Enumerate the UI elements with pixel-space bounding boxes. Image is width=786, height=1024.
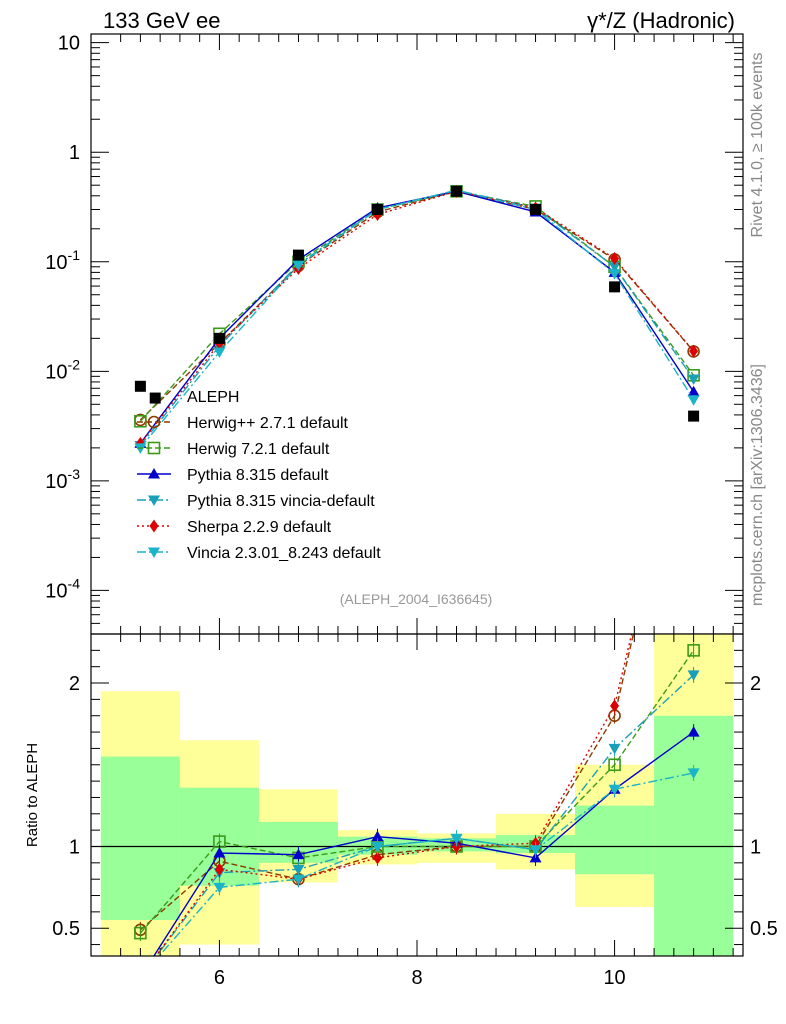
ratio-point-vincia-2-3-01-8-243-default (371, 841, 384, 853)
header-right: γ*/Z (Hadronic) (587, 8, 735, 33)
main-y-tick-label: 10-3 (45, 466, 80, 493)
main-y-tick-label: 10 (58, 33, 80, 55)
ratio-point-pythia-8-315-default (213, 847, 226, 858)
uncertainty-band-inner (100, 756, 180, 921)
main-y-tick-label: 10-4 (45, 575, 80, 602)
ratio-line-herwig-7-2-1-default (139, 649, 695, 934)
ratio-y-tick-label-right: 2 (750, 673, 761, 695)
ratio-point-vincia-2-3-01-8-243-default (450, 833, 463, 845)
x-tick-label: 8 (411, 967, 422, 989)
header-left: 133 GeV ee (103, 8, 220, 33)
ratio-line-sherpa-2-2-9-default (155, 634, 633, 956)
main-line-herwig-7-2-1-default (139, 190, 695, 422)
main-point-pythia-8-315-vincia-default (687, 374, 700, 386)
ratio-point-pythia-8-315-vincia-default (134, 973, 146, 984)
main-line-herwig-2-7-1-default (139, 190, 695, 421)
ratio-y-tick-label: 1 (69, 836, 80, 858)
legend-marker-pythia-8-315-default (148, 468, 160, 479)
ratio-point-herwig-7-2-1-default (134, 926, 147, 940)
main-y-tick-label: 1 (69, 142, 80, 164)
ratio-point-vincia-2-3-01-8-243-default (529, 845, 542, 856)
legend-label-sherpa-2-2-9-default: Sherpa 2.2.9 default (187, 519, 332, 536)
ratio-point-sherpa-2-2-9-default (136, 971, 145, 984)
main-panel: 10 1 10-1 10-2 10-3 10-4 (ALEPH_2004_I636645)… (45, 33, 744, 635)
legend-marker-vincia-2-3-01-8-243-default (148, 547, 160, 558)
ratio-y-tick-label-right: 1 (750, 836, 761, 858)
ratio-point-vincia-2-3-01-8-243-default (687, 768, 700, 779)
watermark: (ALEPH_2004_I636645) (340, 591, 493, 607)
uncertainty-band-inner (575, 805, 655, 875)
main-line-pythia-8-315-vincia-default (139, 189, 695, 446)
ratio-point-vincia-2-3-01-8-243-default (608, 784, 621, 796)
ratio-point-pythia-8-315-vincia-default (608, 743, 621, 755)
main-point-herwig-7-2-1-default (134, 414, 147, 428)
data-point-aleph (530, 204, 542, 216)
ratio-line-pythia-8-315-vincia-default (155, 674, 695, 956)
ratio-point-vincia-2-3-01-8-243-default (134, 973, 146, 984)
ratio-point-pythia-8-315-vincia-default (292, 864, 305, 876)
legend-marker-herwig-2-7-1-default (147, 415, 161, 429)
ratio-point-sherpa-2-2-9-default (214, 862, 224, 876)
ratio-point-sherpa-2-2-9-default (610, 699, 620, 713)
x-tick-label: 6 (214, 967, 225, 989)
main-point-vincia-2-3-01-8-243-default (213, 347, 226, 359)
main-y-tick-label: 10-1 (45, 247, 80, 274)
ratio-panel: 0.5 0.5 1 1 2 2 6 8 10 Ratio to ALEPH (24, 34, 778, 989)
ratio-point-pythia-8-315-default (134, 971, 146, 982)
main-line-vincia-2-3-01-8-243-default (139, 189, 695, 449)
main-point-sherpa-2-2-9-default (689, 344, 699, 358)
ratio-line-pythia-8-315-default (153, 731, 695, 956)
ratio-point-sherpa-2-2-9-default (372, 851, 382, 865)
x-tick-label: 10 (603, 967, 625, 989)
main-point-vincia-2-3-01-8-243-default (687, 395, 700, 406)
ratio-point-herwig-7-2-1-default (608, 758, 621, 772)
ratio-point-pythia-8-315-default (371, 830, 384, 842)
ratio-y-tick-label: 2 (69, 673, 80, 695)
main-point-vincia-2-3-01-8-243-default (608, 269, 621, 280)
ratio-line-herwig-2-7-1-default (139, 634, 635, 931)
data-point-aleph (134, 380, 146, 392)
legend: ALEPH Herwig++ 2.7.1 default Herwig 7.2.1 … (137, 389, 381, 562)
data-point-aleph (213, 332, 225, 344)
main-frame (90, 33, 744, 635)
legend-label-aleph: ALEPH (187, 389, 239, 406)
legend-label-vincia-2-3-01-8-243-default: Vincia 2.3.01_8.243 default (187, 545, 381, 562)
main-point-sherpa-2-2-9-default (610, 252, 620, 266)
main-point-pythia-8-315-default (687, 385, 700, 397)
ratio-point-pythia-8-315-vincia-default (687, 670, 700, 681)
data-point-aleph (149, 392, 161, 404)
ratio-point-pythia-8-315-default (292, 848, 305, 860)
ratio-point-vincia-2-3-01-8-243-default (213, 882, 226, 894)
legend-marker-pythia-8-315-vincia-default (148, 495, 160, 506)
main-line-sherpa-2-2-9-default (139, 190, 695, 444)
data-point-aleph (688, 410, 700, 422)
main-point-vincia-2-3-01-8-243-default (292, 260, 305, 272)
legend-label-herwig-2-7-1-default: Herwig++ 2.7.1 default (187, 415, 349, 432)
legend-label-pythia-8-315-default: Pythia 8.315 default (187, 467, 329, 484)
legend-marker-herwig-7-2-1-default (147, 441, 161, 455)
uncertainty-band-inner (654, 715, 734, 956)
ratio-line-vincia-2-3-01-8-243-default (158, 772, 694, 956)
data-point-aleph (451, 185, 463, 197)
data-point-aleph (371, 204, 383, 216)
ratio-point-pythia-8-315-default (687, 726, 700, 737)
data-point-aleph (292, 249, 304, 261)
ratio-y-label: Ratio to ALEPH (24, 743, 41, 847)
ratio-point-vincia-2-3-01-8-243-default (292, 874, 305, 886)
ratio-y-tick-label-right: 0.5 (750, 918, 778, 940)
main-y-tick-label: 10-2 (45, 356, 80, 383)
legend-label-pythia-8-315-vincia-default: Pythia 8.315 vincia-default (187, 493, 375, 510)
legend-label-herwig-7-2-1-default: Herwig 7.2.1 default (187, 441, 330, 458)
legend-marker-sherpa-2-2-9-default (149, 519, 159, 533)
data-point-aleph (609, 281, 621, 293)
main-point-pythia-8-315-vincia-default (608, 262, 621, 273)
ratio-y-tick-label: 0.5 (52, 918, 80, 940)
rivet-label: Rivet 4.1.0, ≥ 100k events (749, 53, 766, 238)
ratio-point-sherpa-2-2-9-default (452, 839, 462, 853)
ratio-point-herwig-7-2-1-default (687, 644, 700, 657)
mcplots-label: mcplots.cern.ch [arXiv:1306.3436] (749, 364, 766, 606)
